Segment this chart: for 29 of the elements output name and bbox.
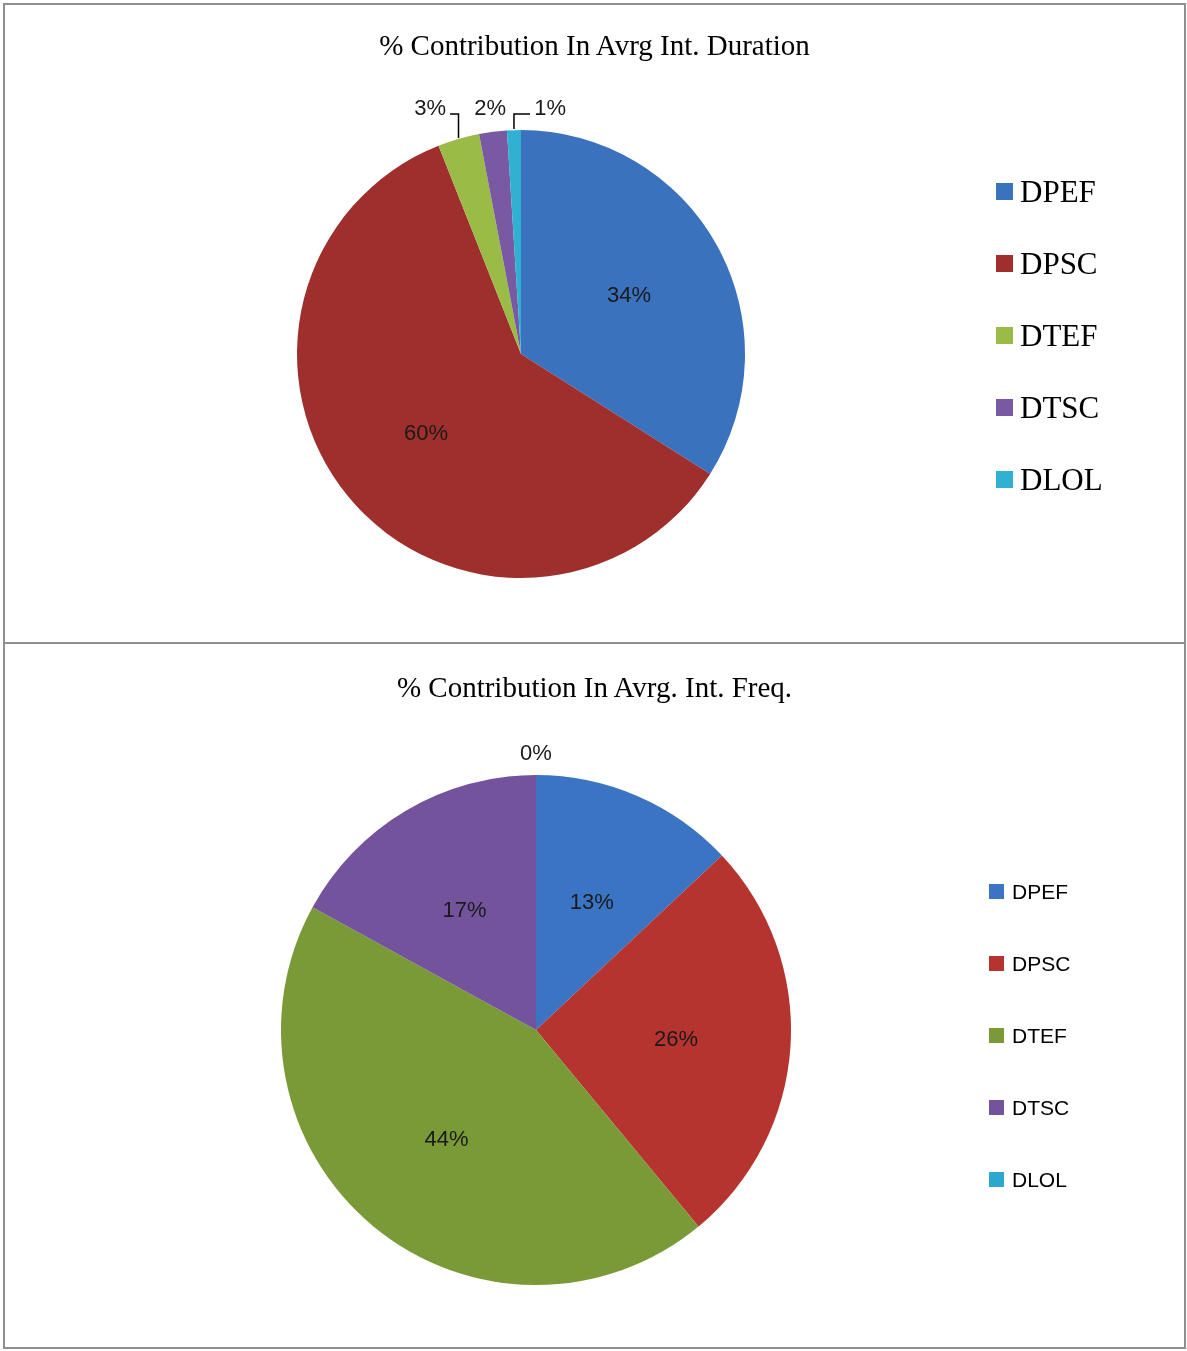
data-label: 2%: [474, 94, 506, 120]
legend-label: DTSC: [1020, 389, 1100, 425]
data-label: 26%: [653, 1026, 698, 1052]
legend-label: DPSC: [1012, 951, 1071, 975]
data-label: 17%: [442, 896, 487, 922]
data-label: 44%: [424, 1125, 469, 1151]
chart-title: % Contribution In Avrg. Int. Freq.: [395, 670, 794, 704]
legend-label: DPSC: [1020, 245, 1098, 281]
pie-slice: [536, 775, 722, 1030]
data-label: 13%: [569, 888, 614, 914]
text: 0%: [520, 739, 552, 765]
pie-slice: [312, 775, 536, 1030]
legend-label: DTSC: [1012, 1095, 1070, 1119]
data-label: 34%: [606, 282, 651, 308]
legend-label: DPEF: [1020, 173, 1096, 209]
pie-slice: [521, 130, 745, 475]
data-label: 1%: [534, 94, 566, 120]
data-label: 3%: [414, 94, 446, 120]
pie-slice: [297, 145, 711, 578]
chart-title: % Contribution In Avrg Int. Duration: [378, 28, 811, 62]
legend-label: DTEF: [1020, 317, 1098, 353]
legend-label: DPEF: [1012, 879, 1069, 903]
legend-label: DLOL: [1012, 1167, 1067, 1191]
data-label: 60%: [404, 420, 449, 446]
legend-label: DLOL: [1020, 461, 1103, 497]
pie-slice: [438, 133, 521, 354]
pie-slice: [536, 855, 791, 1227]
legend-label: DTEF: [1012, 1023, 1067, 1047]
pie-slice: [479, 130, 521, 354]
